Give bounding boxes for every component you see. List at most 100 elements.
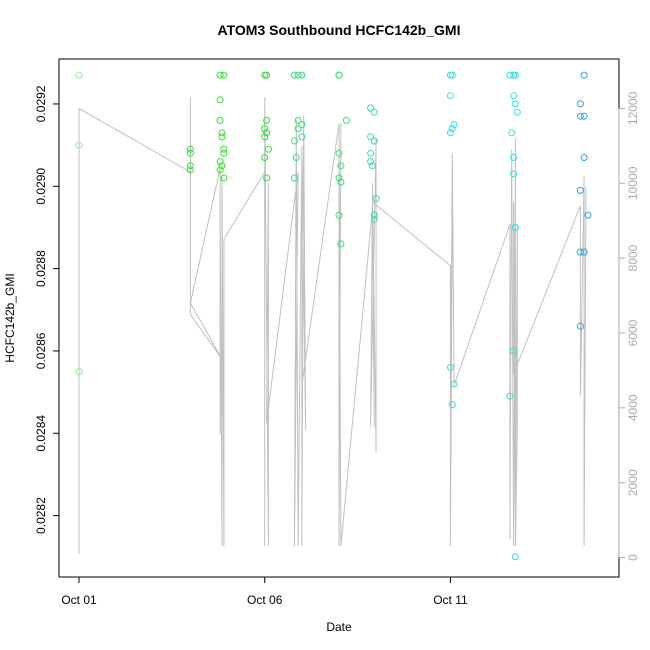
x-axis-label: Date [326,620,352,634]
data-point [186,162,194,170]
data-point [75,368,83,375]
data-point [576,112,584,120]
x-axis: Oct 01 Oct 06 Oct 11 [61,576,468,607]
plot-area [75,71,592,561]
y-tick-label: 0.0282 [34,497,48,534]
y-axis-right: 0 2000 4000 6000 8000 10000 12000 [618,91,640,561]
data-point [510,347,518,355]
chart-title: ATOM3 Southbound HCFC142b_GMI [218,22,461,38]
right-tick-label: 12000 [626,91,640,125]
data-point [263,174,271,182]
data-point [580,248,588,256]
y-tick-label: 0.0290 [34,168,48,205]
data-point [576,322,584,330]
y-axis-left: 0.0282 0.0284 0.0286 0.0288 0.0290 0.0292 [34,85,60,534]
data-point [511,223,519,231]
data-point [290,137,298,145]
altitude-trace-line [78,97,587,554]
data-point [580,154,588,161]
data-point [446,71,454,79]
data-point [216,116,224,124]
data-point [290,71,298,79]
y-tick-label: 0.0284 [34,415,48,452]
data-point [511,100,519,108]
data-point [335,211,343,219]
y-axis-label: HCFC142b_GMI [3,273,17,362]
data-point [298,71,306,79]
data-point [298,121,306,128]
data-point [186,166,194,174]
data-point [510,154,518,161]
data-point [368,162,376,170]
data-point [511,553,519,561]
data-point [220,71,228,79]
data-point [508,129,516,137]
data-point [576,186,584,194]
data-point [337,178,345,186]
data-point [294,116,302,124]
data-point [261,133,269,141]
data-point [450,380,458,388]
data-point [446,363,454,371]
data-point [506,392,514,400]
right-tick-label: 6000 [626,319,640,346]
x-tick-label: Oct 11 [433,593,468,607]
data-point [370,108,378,116]
right-tick-label: 4000 [626,394,640,421]
x-tick-label: Oct 01 [61,593,97,607]
y-tick-label: 0.0286 [34,332,48,369]
right-tick-label: 0 [626,554,640,561]
y-tick-label: 0.0288 [34,250,48,287]
data-point [370,211,378,219]
data-point [580,112,588,120]
data-point [367,104,375,112]
data-point [510,170,518,178]
data-point [576,100,584,108]
data-point [263,116,271,124]
data-point [367,133,375,141]
data-point [446,92,454,100]
data-point [450,121,458,128]
data-point [294,71,302,79]
data-point [218,129,226,137]
data-point [294,125,302,133]
data-point [75,71,83,79]
data-point [220,145,228,153]
data-point [580,71,588,79]
x-tick-label: Oct 06 [247,593,283,607]
data-point [511,71,519,79]
data-point [370,215,378,223]
data-point [290,174,298,182]
data-point [370,137,378,145]
data-point [216,96,224,104]
data-point [448,125,456,133]
data-point [298,133,306,141]
data-point [584,211,592,219]
right-tick-label: 2000 [626,469,640,496]
data-point [218,133,226,141]
data-point [448,71,456,79]
right-tick-label: 8000 [626,244,640,271]
data-point [448,401,456,408]
data-point [263,71,271,79]
data-point [292,154,300,161]
data-point [261,125,269,133]
y-tick-label: 0.0292 [34,85,48,122]
data-point [186,149,194,157]
data-point [342,116,350,124]
data-point [335,174,343,182]
data-point [220,149,228,157]
data-point [261,154,269,161]
data-point [75,141,83,149]
data-point [367,149,375,157]
data-point [263,129,271,137]
data-point [216,166,224,174]
data-point [216,158,224,166]
data-point [367,158,375,166]
data-point [510,92,518,100]
data-point [372,195,380,203]
data-point [261,71,269,79]
data-point [337,162,345,170]
data-point [576,248,584,256]
